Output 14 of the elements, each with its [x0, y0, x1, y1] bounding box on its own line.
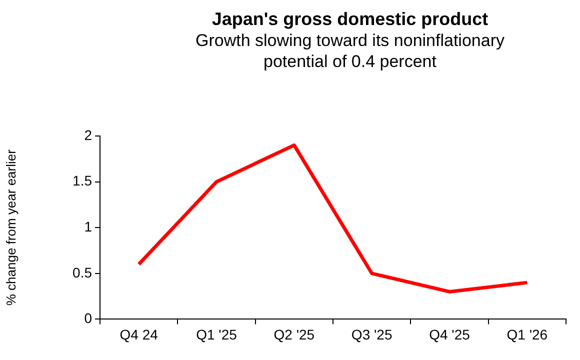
y-axis-title: % change from year earlier: [3, 148, 18, 306]
x-tick-label: Q4 24: [120, 326, 158, 342]
y-tick-label: 2: [84, 126, 92, 143]
chart-subtitle: Growth slowing toward its noninflationary potential of 0.4 percent: [194, 30, 506, 72]
chart-title: Japan's gross domestic product: [210, 8, 490, 30]
y-tick-label: 1.5: [72, 172, 92, 189]
y-tick-label: 0.5: [72, 264, 92, 280]
x-tick-label: Q2 '25: [274, 326, 315, 342]
x-tick-label: Q1 '26: [506, 326, 548, 342]
x-tick-label: Q4 '25: [429, 326, 470, 342]
y-tick-label: 0: [84, 310, 92, 326]
y-tick-label: 1: [84, 218, 92, 234]
x-tick-label: Q1 '25: [196, 326, 238, 342]
x-tick-label: Q3 '25: [351, 326, 392, 342]
